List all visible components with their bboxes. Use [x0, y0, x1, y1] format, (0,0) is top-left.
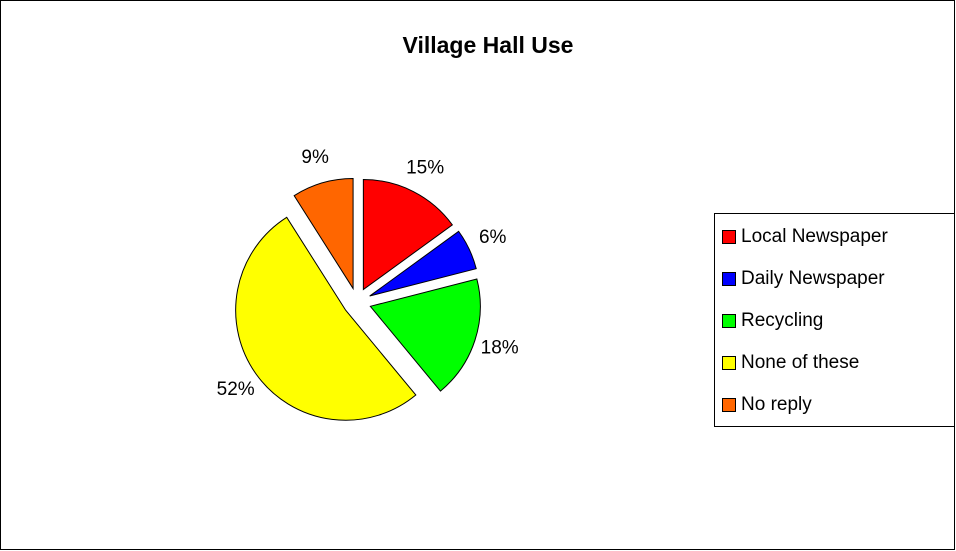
data-label: 15% — [406, 157, 444, 178]
pie-slice — [362, 179, 454, 291]
legend-label: No reply — [741, 394, 812, 415]
chart-title: Village Hall Use — [403, 32, 574, 58]
legend-label: Recycling — [741, 310, 823, 331]
pie-slice — [369, 230, 477, 297]
legend-label: Local Newspaper — [741, 226, 888, 247]
legend-label: Daily Newspaper — [741, 268, 885, 289]
legend-label: None of these — [741, 352, 859, 373]
data-label: 9% — [301, 147, 329, 168]
legend-swatch — [722, 314, 736, 328]
legend-box — [714, 213, 955, 427]
legend-swatch — [722, 230, 736, 244]
data-label: 52% — [217, 379, 255, 400]
data-label: 18% — [481, 337, 519, 358]
pie-slice — [369, 278, 481, 392]
pie-slice — [235, 216, 417, 421]
legend-swatch — [722, 398, 736, 412]
pie-slice — [293, 178, 354, 291]
data-label: 6% — [479, 227, 507, 248]
legend-swatch — [722, 272, 736, 286]
legend-swatch — [722, 356, 736, 370]
